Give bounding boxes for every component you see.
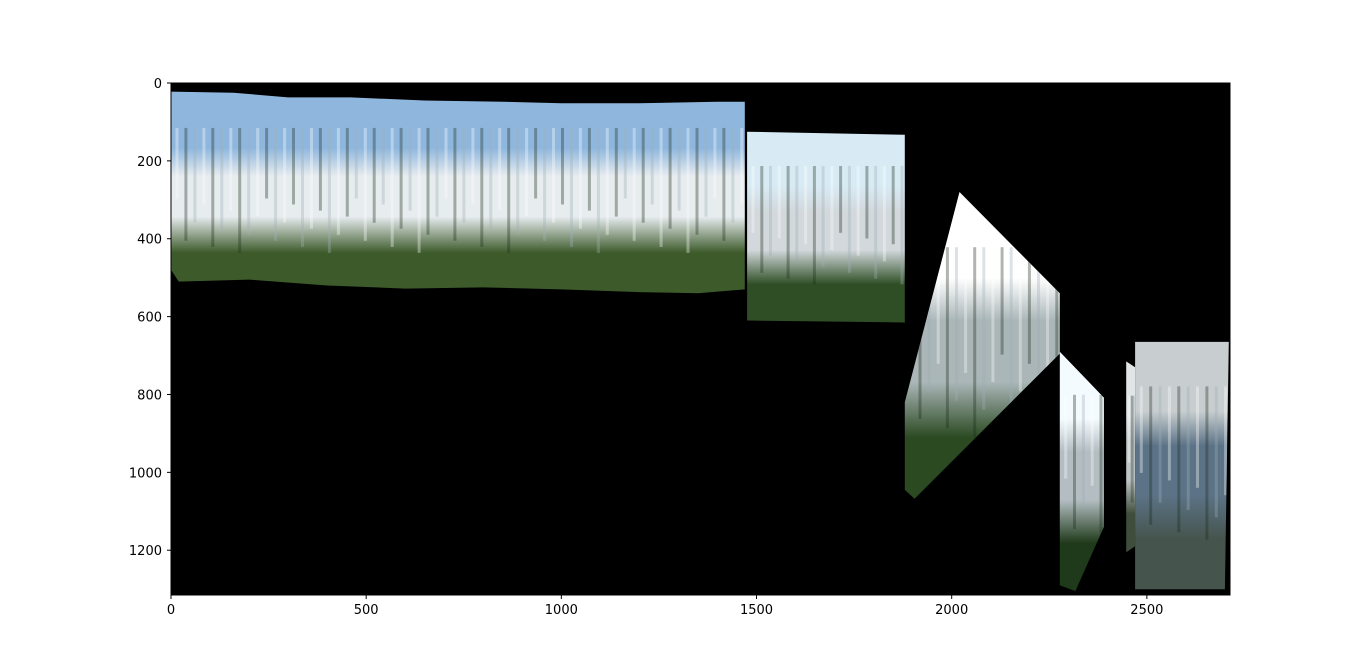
panorama-tile-2	[747, 131, 905, 323]
panorama-tile-3-texture	[909, 247, 1059, 438]
panorama-tile-5	[1126, 361, 1136, 553]
x-axis: 0 500 1000 1500 2000 2500	[167, 595, 1163, 618]
x-tick-label: 1500	[740, 603, 773, 618]
x-tick-label: 1000	[545, 603, 578, 618]
panorama-tile-5-texture	[1127, 395, 1136, 503]
axes: 0 500 1000 1500 2000 2500 0 200 400 600 800 1000 12…	[129, 77, 1231, 618]
panorama-main-texture	[175, 127, 744, 253]
y-tick-label: 600	[137, 311, 162, 326]
y-tick-label: 1200	[129, 544, 162, 559]
y-tick-label: 200	[137, 155, 162, 170]
panorama-tile-3	[904, 192, 1060, 499]
panorama-tile-6-texture	[1139, 386, 1228, 540]
y-tick-label: 800	[137, 388, 162, 403]
panorama-tile-4-texture	[1064, 394, 1103, 537]
panorama-tile-4	[1059, 351, 1104, 592]
image-tiles	[171, 91, 1229, 592]
y-tick-label: 0	[154, 77, 162, 92]
y-tick-label: 1000	[129, 466, 162, 481]
panorama-main	[171, 91, 745, 294]
x-tick-label: 2000	[935, 603, 968, 618]
x-tick-label: 2500	[1130, 603, 1163, 618]
axes-frame	[170, 82, 1231, 596]
x-tick-label: 0	[167, 603, 175, 618]
y-tick-label: 400	[137, 233, 162, 248]
x-tick-label: 500	[354, 603, 379, 618]
panorama-tile-2-texture	[751, 166, 904, 285]
y-axis: 0 200 400 600 800 1000 1200	[129, 77, 171, 559]
panorama-tile-6	[1135, 341, 1229, 590]
